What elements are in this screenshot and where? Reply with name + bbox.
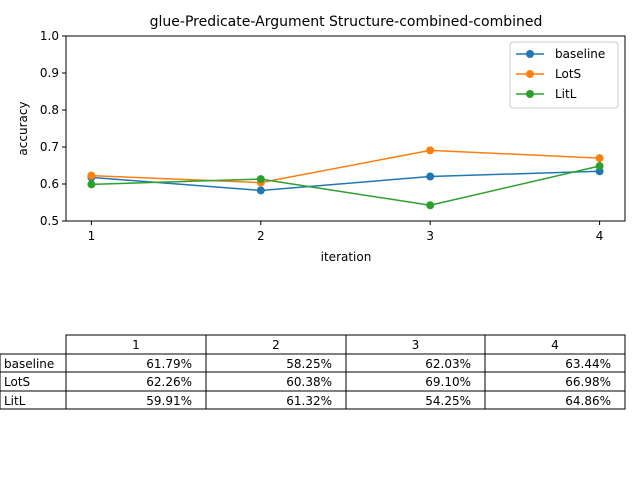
data-table: 1 2 3 4 baseline 61.79% 58.25% 62.03% 63.44% LotS…	[0, 334, 626, 410]
legend-marker-LitL	[526, 90, 534, 98]
y-tick-label: 0.6	[40, 177, 59, 191]
table-cell-value: 54.25%	[425, 394, 471, 408]
table-cell-value: 58.25%	[286, 357, 332, 371]
table-cell-value: 64.86%	[565, 394, 611, 408]
table-cell	[484, 390, 626, 410]
series-layer	[87, 146, 604, 210]
y-tick-label: 1.0	[40, 29, 59, 43]
table-cell-value: 61.79%	[146, 357, 192, 371]
x-tick-label: 3	[426, 229, 434, 243]
plot-frame	[65, 35, 626, 222]
series-line-baseline	[91, 170, 600, 192]
legend: baseline LotS LitL	[509, 41, 619, 109]
data-point-LitL	[595, 162, 604, 171]
x-axis-label: iteration	[321, 250, 372, 264]
y-axis-label: accuracy	[16, 101, 30, 155]
data-point-LotS	[426, 146, 435, 155]
y-tick-label: 0.7	[40, 140, 59, 154]
legend-frame	[509, 41, 619, 109]
legend-marker-LotS	[526, 70, 534, 78]
table-header-label: 2	[272, 338, 280, 352]
x-tick-label: 1	[88, 229, 96, 243]
legend-label: LitL	[555, 87, 577, 101]
data-point-baseline	[256, 186, 265, 195]
table-cell-value: 63.44%	[565, 357, 611, 371]
table-cell-value: 62.26%	[146, 375, 192, 389]
table-row-label: LotS	[4, 375, 30, 389]
data-point-LitL	[256, 175, 265, 184]
y-tick-label: 0.9	[40, 66, 59, 80]
data-point-LotS	[595, 154, 604, 163]
y-tick-label: 0.8	[40, 103, 59, 117]
y-tick-label: 0.5	[40, 214, 59, 228]
table-row-label: baseline	[4, 357, 54, 371]
table-row-label: LitL	[4, 394, 26, 408]
legend-label: baseline	[555, 47, 605, 61]
table-cell-value: 69.10%	[425, 375, 471, 389]
data-point-LitL	[426, 201, 435, 210]
legend-label: LotS	[555, 67, 581, 81]
data-point-LotS	[87, 171, 96, 180]
series-line-LotS	[91, 149, 600, 184]
x-tick-label: 4	[596, 229, 604, 243]
table-cell-value: 60.38%	[286, 375, 332, 389]
plot-area: 0.5 0.6 0.7 0.8 0.9 1.0 1 2 3 4	[40, 29, 626, 243]
data-point-LitL	[87, 180, 96, 189]
table-cell-value: 62.03%	[425, 357, 471, 371]
chart-title: glue-Predicate-Argument Structure-combin…	[150, 14, 543, 30]
x-tick-label: 2	[257, 229, 265, 243]
table-header-label: 3	[412, 338, 420, 352]
data-point-baseline	[426, 172, 435, 181]
legend-marker-baseline	[526, 50, 534, 58]
table-header-label: 1	[132, 338, 140, 352]
table-cell-value: 59.91%	[146, 394, 192, 408]
table-cell-value: 66.98%	[565, 375, 611, 389]
series-line-LitL	[91, 165, 600, 207]
table-cell-value: 61.32%	[286, 394, 332, 408]
table-header-label: 4	[551, 338, 559, 352]
